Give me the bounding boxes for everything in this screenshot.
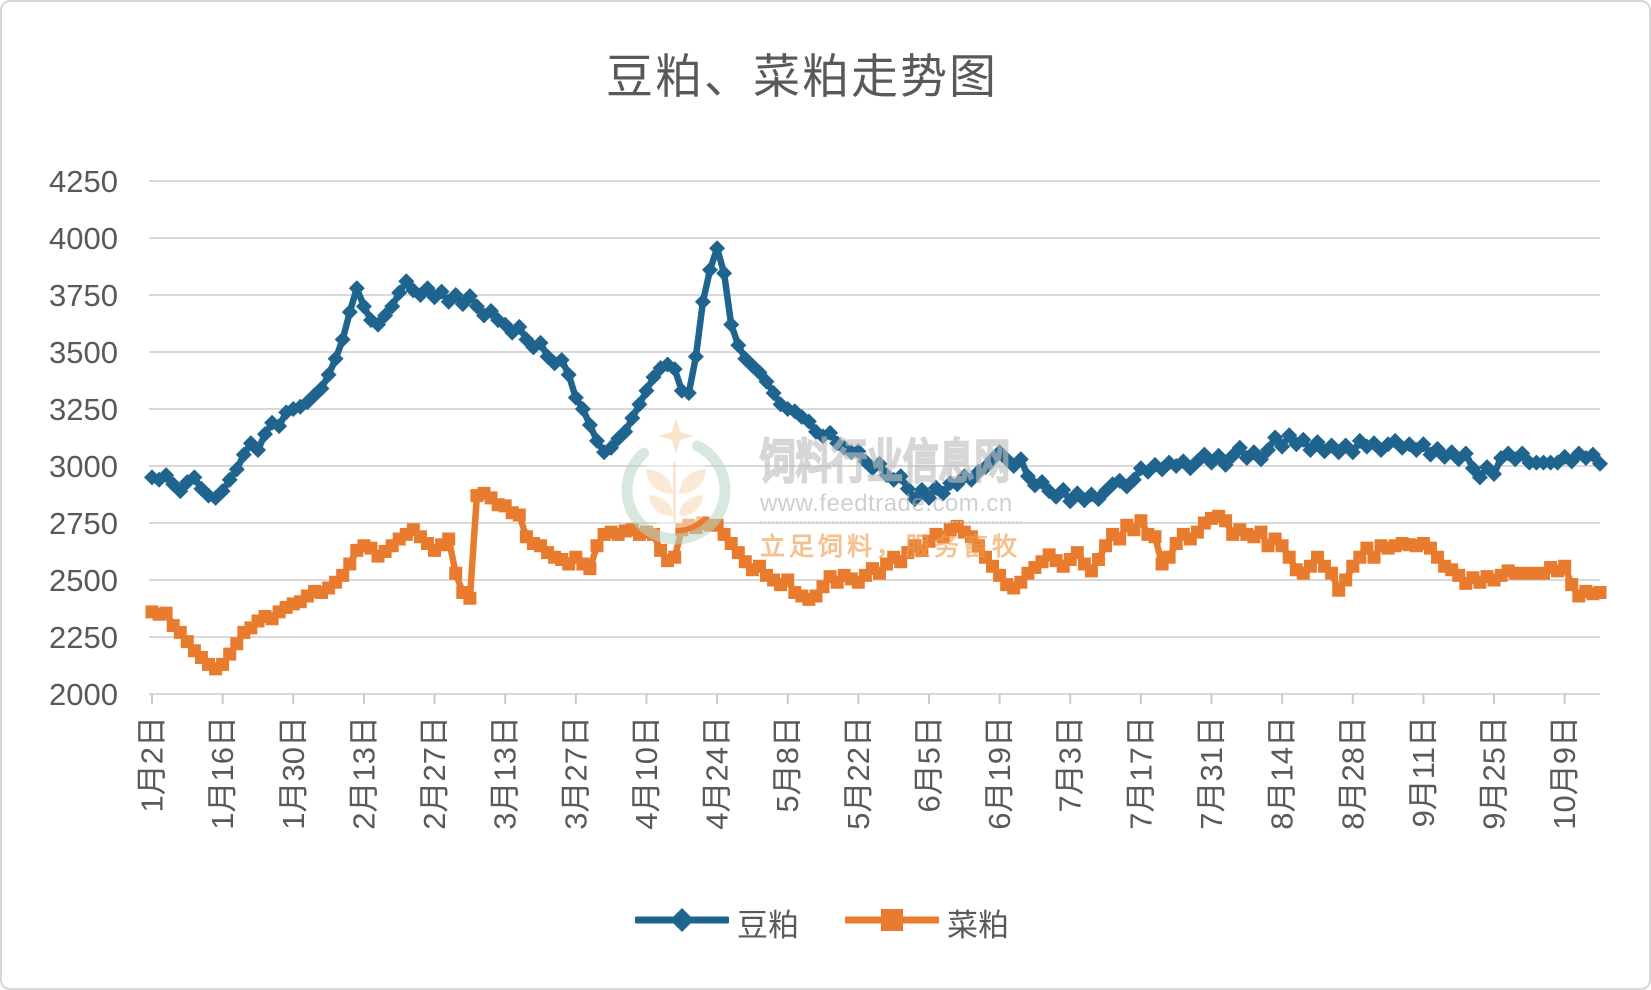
svg-text:10月9日: 10月9日	[1547, 716, 1582, 830]
legend-label-soybean-meal: 豆粕	[737, 908, 799, 943]
legend-label-rapeseed-meal: 菜粕	[947, 908, 1009, 943]
svg-text:4月10日: 4月10日	[629, 716, 664, 830]
svg-text:7月31日: 7月31日	[1194, 716, 1229, 830]
svg-text:1月2日: 1月2日	[135, 716, 170, 812]
svg-text:2500: 2500	[49, 563, 118, 598]
svg-text:9月25日: 9月25日	[1477, 716, 1512, 830]
svg-text:6月5日: 6月5日	[911, 716, 946, 812]
chart-title: 豆粕、菜粕走势图	[606, 50, 998, 103]
svg-text:2250: 2250	[49, 620, 118, 655]
svg-text:6月19日: 6月19日	[982, 716, 1017, 830]
svg-text:5月8日: 5月8日	[770, 716, 805, 812]
svg-text:3000: 3000	[49, 449, 118, 484]
svg-text:2月27日: 2月27日	[417, 716, 452, 830]
svg-text:7月17日: 7月17日	[1123, 716, 1158, 830]
svg-text:3750: 3750	[49, 278, 118, 313]
svg-text:2月13日: 2月13日	[346, 716, 381, 830]
svg-text:3月13日: 3月13日	[488, 716, 523, 830]
svg-text:5月22日: 5月22日	[841, 716, 876, 830]
svg-text:2750: 2750	[49, 506, 118, 541]
rapeseed-meal-line-square-swatch-icon	[843, 907, 941, 938]
legend-item-soybean-meal: 豆粕	[633, 900, 799, 945]
soybean-meal-line-diamond-swatch-icon	[633, 907, 731, 938]
svg-text:2000: 2000	[49, 677, 118, 712]
svg-text:1月16日: 1月16日	[205, 716, 240, 830]
svg-text:8月14日: 8月14日	[1265, 716, 1300, 830]
svg-text:8月28日: 8月28日	[1335, 716, 1370, 830]
svg-text:4250: 4250	[49, 164, 118, 199]
svg-text:4月24日: 4月24日	[700, 716, 735, 830]
legend-item-rapeseed-meal: 菜粕	[843, 900, 1009, 945]
svg-text:9月11日: 9月11日	[1406, 716, 1441, 827]
svg-text:7月3日: 7月3日	[1053, 716, 1088, 812]
svg-text:4000: 4000	[49, 221, 118, 256]
svg-text:3月27日: 3月27日	[558, 716, 593, 830]
legend: 豆粕 菜粕	[2, 900, 1642, 945]
svg-text:3250: 3250	[49, 392, 118, 427]
svg-text:1月30日: 1月30日	[276, 716, 311, 830]
svg-text:3500: 3500	[49, 335, 118, 370]
